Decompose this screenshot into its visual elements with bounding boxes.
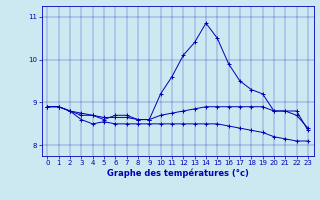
- X-axis label: Graphe des températures (°c): Graphe des températures (°c): [107, 169, 249, 178]
